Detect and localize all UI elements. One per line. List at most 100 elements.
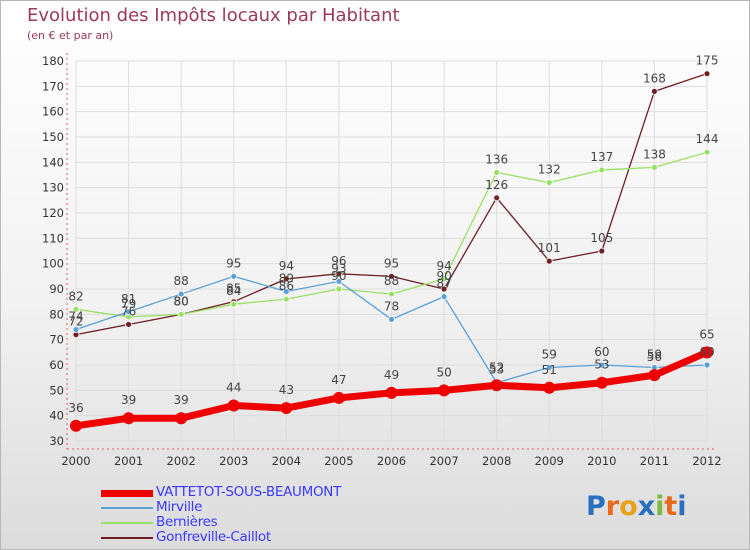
data-point	[70, 419, 82, 432]
data-point	[598, 247, 606, 255]
data-point	[595, 376, 608, 389]
data-label: 84	[226, 284, 241, 298]
data-point	[332, 391, 345, 404]
series-lines	[70, 70, 713, 432]
y-tick-label: 60	[49, 358, 64, 372]
logo-letter: x	[637, 491, 656, 522]
data-label: 168	[643, 71, 666, 85]
data-point	[388, 290, 395, 298]
legend-label: Gonfreville-Caillot	[156, 529, 271, 545]
data-point	[227, 399, 240, 412]
data-point	[545, 364, 553, 371]
data-label: 56	[647, 350, 662, 364]
x-tick-label: 2010	[587, 454, 616, 468]
data-point	[280, 402, 293, 415]
data-point	[282, 275, 290, 283]
data-point	[651, 163, 658, 171]
data-point	[703, 70, 711, 78]
x-tick-label: 2003	[219, 454, 248, 468]
data-label: 44	[226, 381, 241, 395]
data-point	[72, 326, 80, 333]
data-label: 85	[226, 282, 241, 296]
data-label: 39	[174, 393, 189, 407]
data-label: 76	[121, 304, 136, 318]
y-tick-label: 180	[42, 54, 64, 68]
data-label: 126	[485, 178, 508, 192]
proxiti-logo: Proxiti	[586, 491, 687, 522]
logo-letter: r	[605, 491, 620, 522]
y-tick-label: 150	[42, 130, 64, 144]
data-point	[703, 361, 711, 369]
data-label: 59	[542, 348, 557, 362]
x-tick-label: 2009	[535, 454, 564, 468]
logo-letter: P	[586, 491, 606, 522]
y-tick-label: 120	[42, 206, 64, 220]
data-label: 65	[699, 327, 714, 341]
data-label: 59	[647, 348, 662, 362]
data-point	[440, 293, 448, 301]
data-point	[493, 194, 501, 202]
data-label: 101	[538, 241, 561, 255]
x-tick-label: 2007	[429, 454, 458, 468]
data-label: 53	[489, 363, 504, 377]
data-label: 50	[436, 365, 451, 379]
data-label: 87	[436, 277, 451, 291]
data-label: 80	[174, 294, 189, 308]
data-point	[177, 310, 185, 318]
data-label: 86	[279, 279, 294, 293]
data-label: 136	[485, 152, 508, 166]
data-point	[388, 272, 395, 280]
data-point	[703, 148, 711, 156]
data-label: 81	[121, 292, 136, 306]
data-label: 51	[542, 363, 557, 377]
data-label: 72	[68, 315, 83, 329]
data-label: 74	[68, 310, 83, 324]
y-tick-label: 140	[42, 155, 64, 169]
data-label: 88	[174, 274, 189, 288]
legend-label: Mirville	[156, 499, 203, 515]
data-point	[230, 272, 238, 280]
logo-letter: o	[619, 491, 638, 522]
x-tick-label: 2002	[167, 454, 196, 468]
logo-letter: i	[655, 491, 665, 522]
data-label: 60	[594, 345, 609, 359]
data-point	[385, 386, 398, 399]
data-label: 39	[121, 393, 136, 407]
x-tick-label: 2006	[377, 454, 406, 468]
data-label: 80	[174, 294, 189, 308]
chart-subtitle: (en € et par an)	[27, 29, 114, 42]
data-label: 137	[590, 150, 613, 164]
x-tick-label: 2001	[114, 454, 143, 468]
data-point	[230, 300, 238, 308]
data-label: 175	[696, 54, 719, 68]
data-point	[543, 381, 556, 394]
logo-letter: i	[677, 491, 687, 522]
data-label: 60	[699, 345, 714, 359]
x-tick-label: 2012	[692, 454, 721, 468]
data-label: 96	[331, 254, 346, 268]
data-point	[175, 412, 188, 425]
legend-label: VATTETOT-SOUS-BEAUMONT	[156, 484, 342, 500]
data-point	[438, 384, 451, 397]
x-tick-label: 2008	[482, 454, 511, 468]
data-label: 49	[384, 368, 399, 382]
data-label: 93	[331, 261, 346, 275]
data-label: 79	[121, 297, 136, 311]
data-label: 95	[226, 256, 241, 270]
data-point	[335, 285, 343, 293]
y-tick-label: 170	[42, 79, 64, 93]
data-point	[72, 305, 80, 313]
data-point	[651, 88, 658, 95]
data-label: 95	[384, 256, 399, 270]
data-point	[388, 315, 395, 323]
data-point	[598, 361, 606, 369]
data-label: 52	[489, 360, 504, 374]
data-labels: 36 39 39 44 43 47 49 50 52 51 53 56 65 74 81 88 95 89 93 78…	[68, 54, 718, 415]
data-point	[598, 166, 606, 174]
grid-lines	[75, 60, 708, 442]
data-label: 43	[279, 383, 294, 397]
legend-swatch	[101, 522, 153, 524]
x-tick-label: 2005	[324, 454, 353, 468]
